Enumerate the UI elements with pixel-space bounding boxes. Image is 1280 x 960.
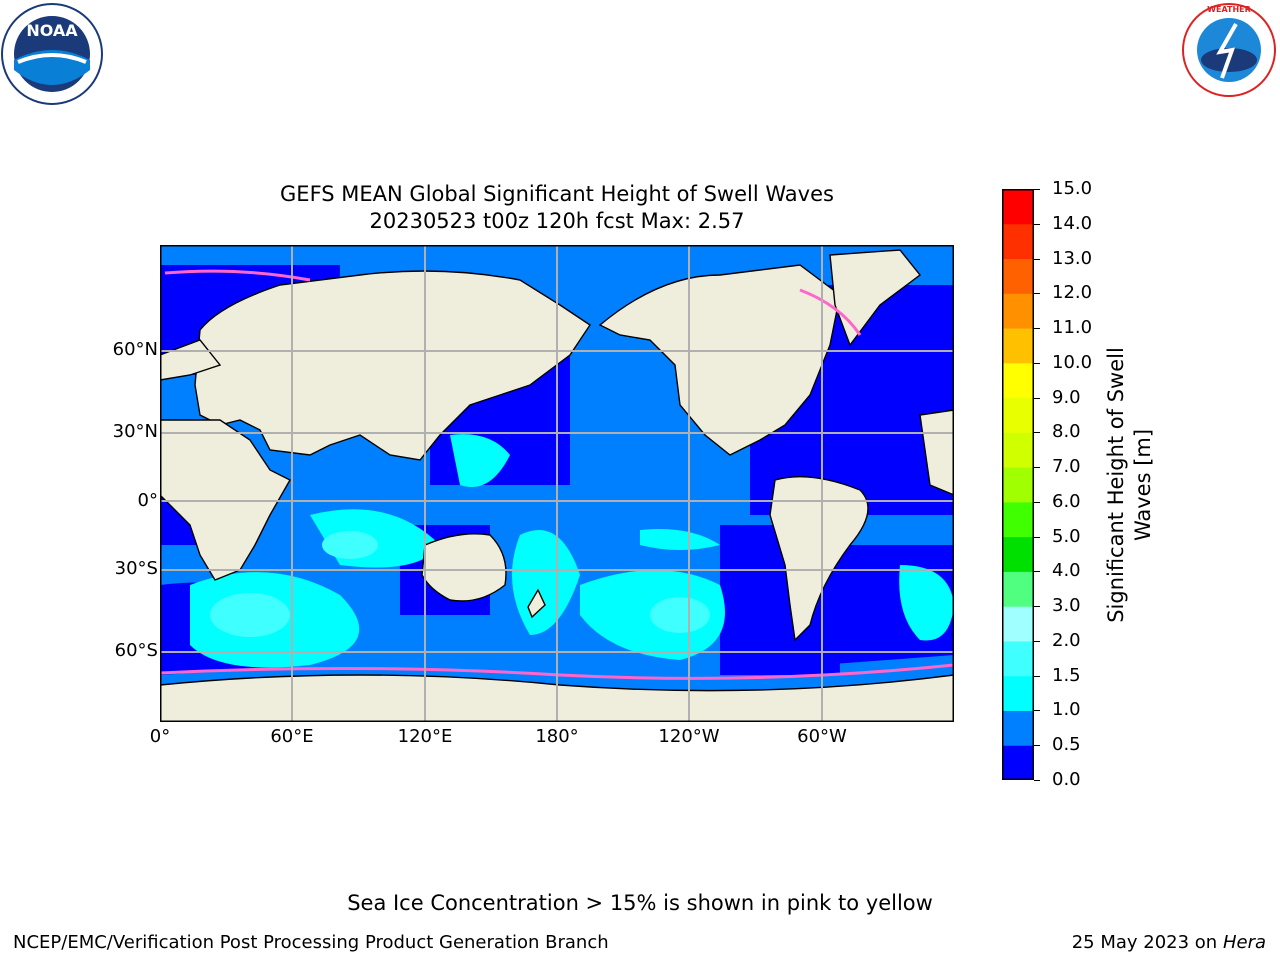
colorbar-segment [1002,571,1034,607]
colorbar-tick-label: 0.0 [1052,769,1081,790]
date-text: 25 May 2023 on [1071,932,1218,953]
lon-label-120w: 120°W [658,726,720,747]
colorbar-tick-mark [1034,189,1040,190]
colorbar-tick-mark [1034,397,1040,399]
ice-note: Sea Ice Concentration > 15% is shown in … [347,891,933,915]
colorbar-svg [1002,189,1034,781]
colorbar-tick-mark [1034,571,1040,573]
colorbar-tick-mark [1034,432,1040,434]
colorbar-tick-label: 5.0 [1052,525,1081,547]
land-masses [159,249,955,723]
graticule [160,245,954,722]
lon-label-60e: 60°E [270,726,314,747]
colorbar [1002,189,1034,781]
colorbar-segment [1002,397,1034,433]
lat-label-60n: 60°N [112,339,158,360]
colorbar-tick-label: 8.0 [1052,421,1081,443]
colorbar-tick-mark [1034,501,1040,503]
colorbar-tick-mark [1034,606,1040,608]
colorbar-tick-label: 2.0 [1052,629,1081,651]
colorbar-tick-label: 4.0 [1052,560,1081,582]
colorbar-label-line2: Waves [m] [1131,428,1155,542]
lon-label-60w: 60°W [797,726,847,747]
colorbar-tick-mark [1034,328,1040,330]
lon-label-120e: 120°E [397,726,453,747]
colorbar-segment [1002,293,1034,329]
colorbar-segment [1002,745,1034,781]
colorbar-tick-mark [1034,293,1040,295]
colorbar-tick-mark [1034,536,1040,538]
svg-text:WEATHER: WEATHER [1207,5,1251,14]
colorbar-tick-label: 11.0 [1052,317,1093,339]
noaa-logo-text: NOAA [26,21,78,40]
sea-ice [159,269,955,680]
lon-label-180: 180° [535,726,579,747]
colorbar-segment [1002,675,1034,711]
colorbar-tick-label: 14.0 [1052,212,1093,234]
colorbar-tick-label: 1.0 [1052,699,1081,721]
lat-label-30n: 30°N [112,421,158,442]
colorbar-tick-label: 7.0 [1052,456,1081,478]
colorbar-segment [1002,467,1034,503]
map-title-line1: GEFS MEAN Global Significant Height of S… [280,182,834,206]
colorbar-tick-label: 9.0 [1052,386,1081,408]
colorbar-segment [1002,432,1034,468]
colorbar-segment [1002,258,1034,294]
lat-label-30s: 30°S [114,558,158,579]
lat-label-eq: 0° [137,490,158,511]
colorbar-tick-label: 6.0 [1052,490,1081,512]
host-name: Hera [1222,932,1266,953]
swell-map [159,245,955,723]
colorbar-segment [1002,362,1034,399]
colorbar-tick-label: 0.5 [1052,734,1081,756]
colorbar-segment [1002,710,1034,746]
colorbar-segment [1002,189,1034,225]
colorbar-segment [1002,606,1034,642]
map-frame [160,245,954,722]
colorbar-tick-label: 3.0 [1052,595,1081,617]
branch-credit: NCEP/EMC/Verification Post Processing Pr… [13,932,609,953]
colorbar-tick-mark [1034,223,1040,225]
colorbar-tick-mark [1034,362,1040,364]
map-title-line2: 20230523 t00z 120h fcst Max: 2.57 [369,209,745,233]
colorbar-tick-label: 15.0 [1052,178,1093,199]
lat-label-60s: 60°S [114,640,158,661]
colorbar-tick-label: 10.0 [1052,351,1093,373]
colorbar-segment [1002,501,1034,538]
colorbar-tick-label: 12.0 [1052,282,1093,304]
colorbar-tick-label: 1.5 [1052,664,1081,686]
colorbar-segment [1002,223,1034,260]
colorbar-label-line1: Significant Height of Swell [1104,347,1128,623]
colorbar-segment [1002,640,1034,677]
lon-label-0: 0° [149,726,171,747]
noaa-logo: NOAA [0,0,104,108]
colorbar-tick-label: 13.0 [1052,247,1093,269]
nws-logo: WEATHER [1178,0,1280,100]
colorbar-frame [1002,189,1034,780]
colorbar-tick-mark [1034,780,1040,781]
colorbar-tick-mark [1034,675,1040,677]
colorbar-tick-mark [1034,745,1040,747]
colorbar-segment [1002,328,1034,364]
colorbar-tick-mark [1034,258,1040,260]
colorbar-tick-mark [1034,710,1040,712]
colorbar-ticks: 15.0 14.0 13.0 12.0 11.0 10.0 9.0 8.0 7.0 6.0 5.0 4… [1034,178,1132,790]
swell-map-svg [159,245,955,723]
colorbar-tick-mark [1034,467,1040,469]
peak-swell-areas [210,531,710,637]
date-credit: 25 May 2023 on Hera [1072,932,1266,953]
colorbar-segment [1002,536,1034,572]
colorbar-tick-mark [1034,640,1040,642]
